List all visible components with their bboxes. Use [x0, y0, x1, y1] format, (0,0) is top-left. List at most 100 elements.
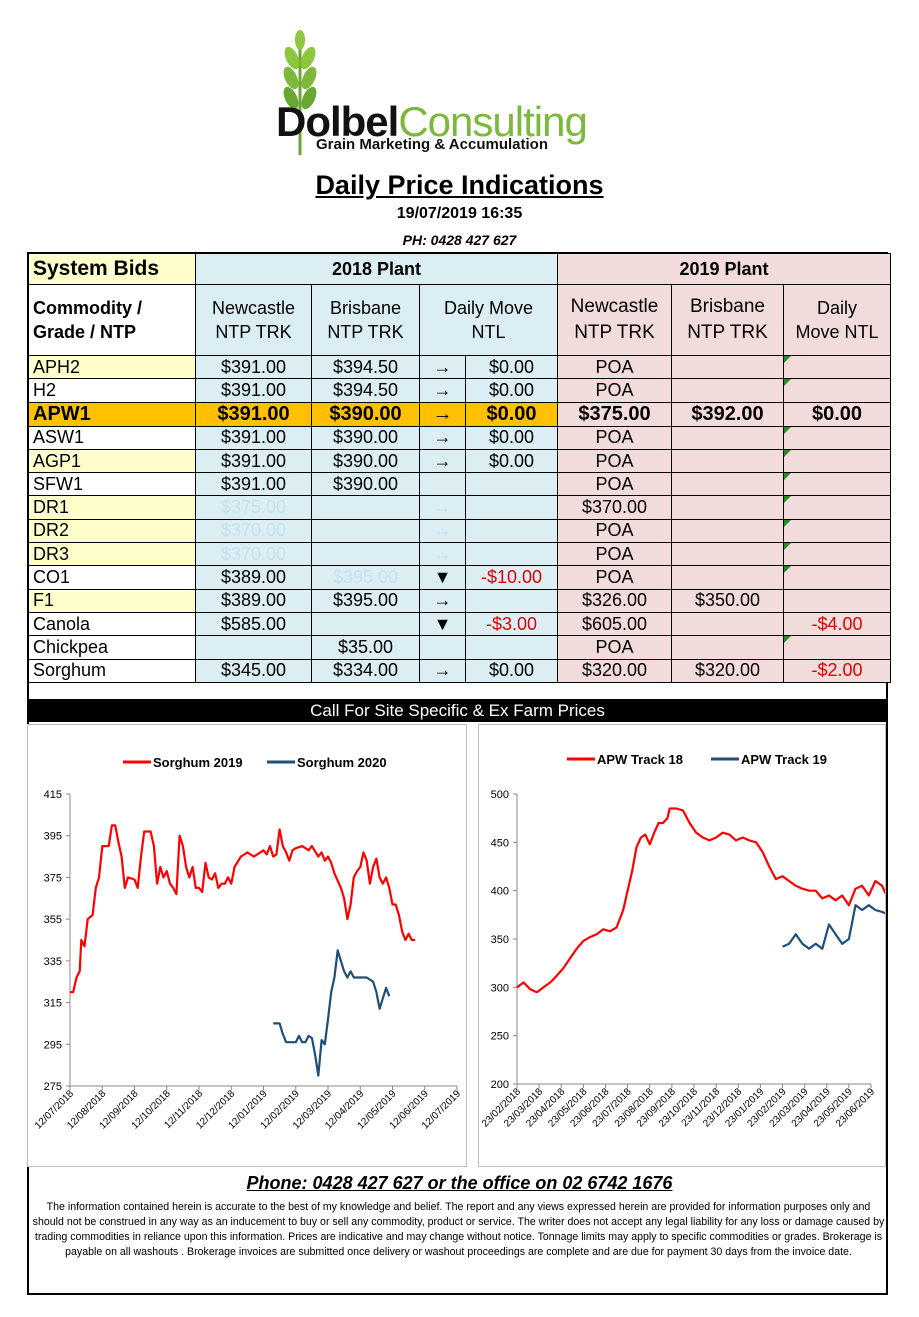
- series-line-0: [70, 824, 416, 994]
- newcastle-2019-price: POA: [557, 472, 672, 497]
- col-brisbane-2019-line2: NTP TRK: [687, 322, 768, 343]
- move-arrow: →: [419, 354, 466, 380]
- daily-move-2018: -$10.00: [465, 565, 558, 590]
- daily-move-2019: [783, 635, 891, 660]
- col-newcastle-2019: Newcastle NTP TRK: [557, 284, 672, 356]
- table-row: DR2 $370.00 → POA: [28, 518, 891, 544]
- col-daily-move-2019: Daily Move NTL: [783, 284, 891, 356]
- footer-phone: Phone: 0428 427 627 or the office on 02 …: [0, 1173, 919, 1194]
- brisbane-2018-price: $394.50: [311, 354, 420, 380]
- daily-move-2018: [465, 518, 558, 544]
- col-daily-2018-line1: Daily Move: [443, 298, 534, 318]
- daily-move-2019: [783, 565, 891, 590]
- logo-word-dolbel: Dolbel: [276, 98, 399, 145]
- table-row: Chickpea $35.00 POA: [28, 635, 891, 660]
- commodity-header-line2: Grade / NTP: [33, 322, 137, 342]
- move-arrow: →: [419, 378, 466, 403]
- commodity-name: F1: [28, 588, 196, 613]
- y-tick-label: 400: [491, 886, 509, 898]
- apw-chart-svg: APW Track 18 APW Track 19 200 250 300 350 400 4…: [480, 752, 890, 1130]
- legend-label-1: Sorghum 2020: [297, 755, 387, 770]
- move-arrow: →: [419, 425, 466, 450]
- newcastle-2018-price: $391.00: [195, 448, 312, 474]
- col-newcastle-2018-line2: NTP TRK: [215, 322, 292, 342]
- brisbane-2019-price: [671, 425, 784, 450]
- brisbane-2018-price: $395.00: [311, 565, 420, 590]
- newcastle-2018-price: $389.00: [195, 588, 312, 613]
- newcastle-2019-price: POA: [557, 378, 672, 403]
- call-bar: Call For Site Specific & Ex Farm Prices: [28, 699, 887, 722]
- newcastle-2019-price: POA: [557, 565, 672, 590]
- col-newcastle-2018: Newcastle NTP TRK: [195, 284, 312, 356]
- newcastle-2019-price: POA: [557, 354, 672, 380]
- legend-label-1: APW Track 19: [741, 752, 827, 767]
- newcastle-2019-price: $326.00: [557, 588, 672, 613]
- newcastle-2019-price: POA: [557, 518, 672, 544]
- series-line-0: [516, 807, 890, 994]
- move-arrow: [419, 472, 466, 497]
- daily-move-2019: -$4.00: [783, 611, 891, 637]
- y-tick-label: 295: [44, 1039, 62, 1051]
- brisbane-2019-price: $320.00: [671, 658, 784, 683]
- y-tick-label: 350: [491, 934, 509, 946]
- move-arrow: [419, 635, 466, 660]
- disclaimer: The information contained herein is accu…: [32, 1201, 885, 1258]
- commodity-name: ASW1: [28, 425, 196, 450]
- apw-chart: APW Track 18 APW Track 19 200 250 300 350 400 4…: [478, 724, 890, 1167]
- y-tick-label: 200: [491, 1079, 509, 1091]
- brisbane-2019-price: [671, 354, 784, 380]
- col-brisbane-2018-line2: NTP TRK: [327, 322, 404, 342]
- plant-2018-header: 2018 Plant: [195, 253, 558, 285]
- table-row: F1 $389.00 $395.00 → $326.00 $350.00: [28, 588, 891, 613]
- brisbane-2018-price: $390.00: [311, 472, 420, 497]
- brisbane-2018-price: $390.00: [311, 425, 420, 450]
- commodity-name: Sorghum: [28, 658, 196, 683]
- commodity-name: H2: [28, 378, 196, 403]
- daily-move-2018: $0.00: [465, 401, 558, 427]
- table-row: DR3 $370.00 → POA: [28, 542, 891, 567]
- table-row: Canola $585.00 ▼ -$3.00 $605.00 -$4.00: [28, 611, 891, 637]
- plant-2019-header: 2019 Plant: [557, 253, 891, 285]
- brisbane-2018-price: $35.00: [311, 635, 420, 660]
- daily-move-2018: [465, 542, 558, 567]
- col-newcastle-2018-line1: Newcastle: [211, 298, 296, 318]
- newcastle-2019-price: POA: [557, 542, 672, 567]
- newcastle-2018-price: $391.00: [195, 378, 312, 403]
- y-tick-label: 315: [44, 998, 62, 1010]
- daily-move-2018: -$3.00: [465, 611, 558, 637]
- col-newcastle-2019-line2: NTP TRK: [574, 322, 655, 343]
- logo-tagline: Grain Marketing & Accumulation: [316, 136, 548, 153]
- newcastle-2019-price: $320.00: [557, 658, 672, 683]
- brisbane-2018-price: $334.00: [311, 658, 420, 683]
- y-tick-label: 355: [44, 914, 62, 926]
- y-tick-label: 450: [491, 837, 509, 849]
- move-arrow: →: [419, 448, 466, 474]
- daily-move-2019: $0.00: [783, 401, 891, 427]
- move-arrow: →: [419, 588, 466, 613]
- newcastle-2018-price: $370.00: [195, 542, 312, 567]
- daily-move-2018: [465, 635, 558, 660]
- col-brisbane-2018-line1: Brisbane: [329, 298, 402, 318]
- brisbane-2019-price: [671, 472, 784, 497]
- commodity-name: DR2: [28, 518, 196, 544]
- table-row: AGP1 $391.00 $390.00 → $0.00 POA: [28, 448, 891, 474]
- commodity-name: SFW1: [28, 472, 196, 497]
- logo-word-consulting: Consulting: [398, 98, 587, 145]
- commodity-name: CO1: [28, 565, 196, 590]
- page-title-text: Daily Price Indications: [315, 170, 604, 200]
- commodity-name: APW1: [28, 401, 196, 427]
- newcastle-2019-price: POA: [557, 448, 672, 474]
- series-line-1: [782, 904, 890, 950]
- logo-wordmark: DolbelConsulting: [276, 98, 588, 146]
- daily-move-2019: [783, 378, 891, 403]
- daily-move-2019: [783, 354, 891, 380]
- price-rows: APH2 $391.00 $394.50 → $0.00 POA H2 $391.00 $394…: [28, 354, 891, 683]
- commodity-header: Commodity / Grade / NTP: [28, 284, 196, 356]
- brisbane-2018-price: [311, 542, 420, 567]
- move-arrow: ▼: [419, 611, 466, 637]
- move-arrow: →: [419, 401, 466, 427]
- footer-phone-text: Phone: 0428 427 627 or the office on 02 …: [246, 1173, 673, 1193]
- commodity-header-line1: Commodity /: [33, 298, 143, 318]
- y-tick-label: 500: [491, 789, 509, 801]
- brisbane-2018-price: [311, 495, 420, 520]
